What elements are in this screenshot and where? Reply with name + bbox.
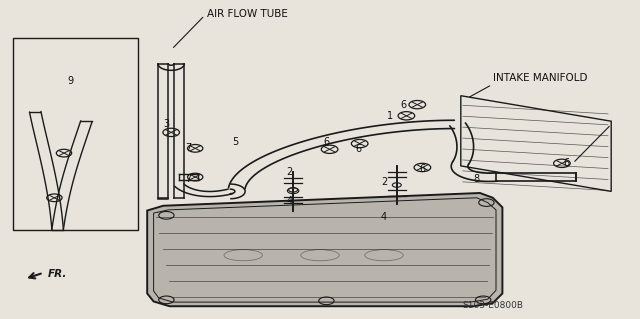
Text: S103-E0800B: S103-E0800B [462,301,523,310]
Text: 4: 4 [286,196,292,206]
Text: INTAKE MANIFOLD: INTAKE MANIFOLD [493,72,588,83]
Text: 6: 6 [355,144,362,154]
Text: 7: 7 [186,174,192,184]
Text: 9: 9 [67,76,74,86]
Text: 6: 6 [563,158,570,168]
Text: 6: 6 [323,137,330,147]
Text: 3: 3 [163,119,170,130]
Text: FR.: FR. [48,269,67,279]
Polygon shape [147,193,502,306]
Text: 2: 2 [381,177,387,187]
Bar [13,38,138,230]
Text: 6: 6 [400,100,406,110]
Text: AIR FLOW TUBE: AIR FLOW TUBE [207,9,287,19]
Text: 7: 7 [186,143,192,153]
Text: 1: 1 [387,111,394,122]
Text: 8: 8 [474,174,480,184]
Text: 4: 4 [381,212,387,222]
Text: 5: 5 [232,137,239,147]
Text: 2: 2 [286,167,292,177]
Text: 6: 6 [419,164,426,174]
